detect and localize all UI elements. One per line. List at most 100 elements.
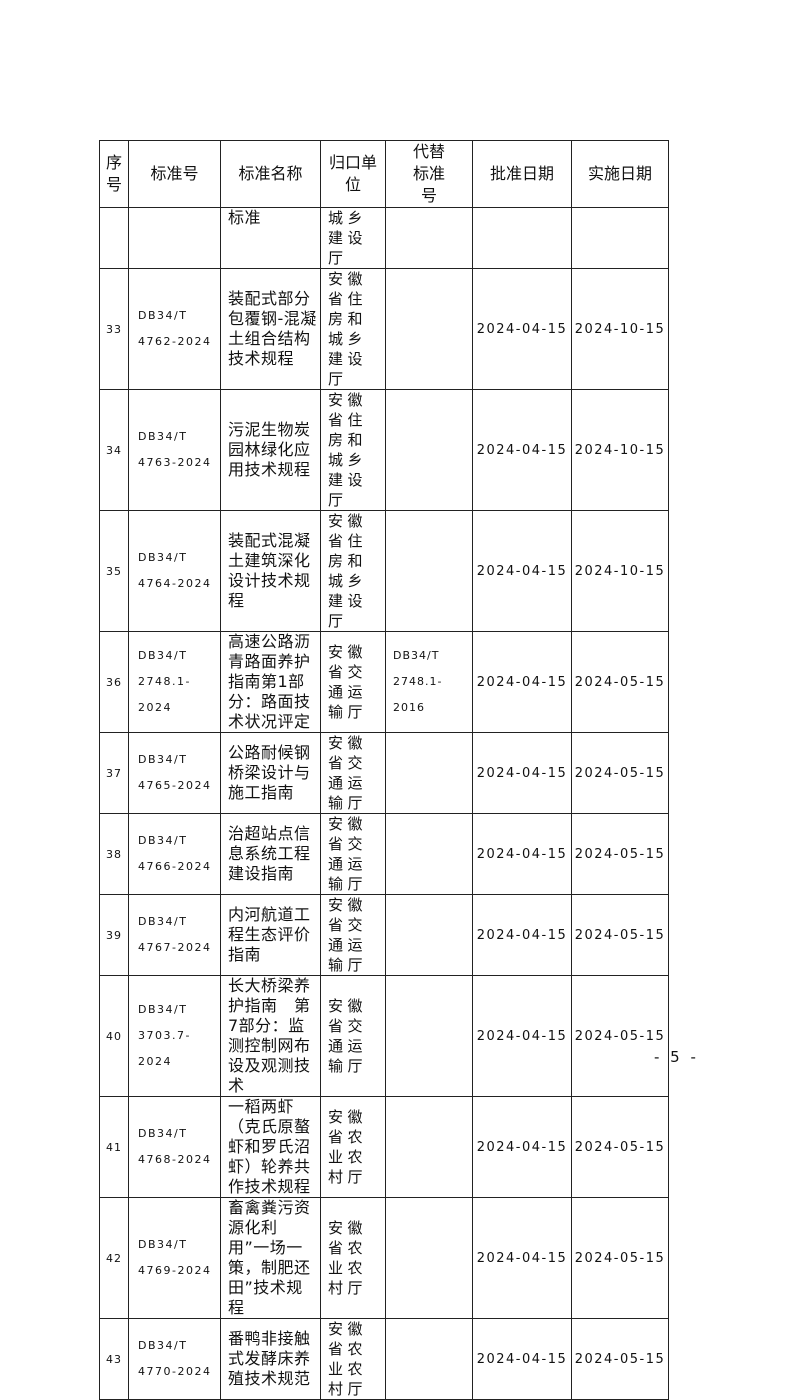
row-code: DB34/T 4766-2024 xyxy=(128,813,221,895)
code-prefix: DB34/T xyxy=(138,649,188,662)
row-replace xyxy=(385,813,473,895)
row-name: 装配式部分包覆钢-混凝土组合结构技术规程 xyxy=(220,268,321,390)
table-row: 40 DB34/T 3703.7-2024 长大桥梁养护指南 第7部分：监测控制网布设… xyxy=(99,975,669,1097)
row-replace xyxy=(385,268,473,390)
table-row: 36 DB34/T 2748.1-2024 高速公路沥青路面养护指南第1部分：路面技术… xyxy=(99,631,669,733)
row-code: DB34/T 4763-2024 xyxy=(128,389,221,511)
header-org: 归口单位 xyxy=(320,140,386,208)
row-implement-date: 2024-05-15 xyxy=(571,813,669,895)
row-no: 42 xyxy=(99,1197,129,1319)
code-number: 2748.1-2024 xyxy=(138,675,191,714)
row-implement-date: 2024-05-15 xyxy=(571,1318,669,1400)
continuation-name: 标准 xyxy=(220,207,321,269)
row-approve-date: 2024-04-15 xyxy=(472,732,572,814)
code-number: 3703.7-2024 xyxy=(138,1029,191,1068)
row-implement-date: 2024-05-15 xyxy=(571,894,669,976)
row-replace xyxy=(385,975,473,1097)
row-org: 安徽省住房和城乡建设厅 xyxy=(320,510,386,632)
table-row: 39 DB34/T 4767-2024 内河航道工程生态评价指南 安徽省交通运输厅 202… xyxy=(99,894,669,976)
code-prefix: DB34/T xyxy=(138,915,188,928)
row-org: 安徽省交通运输厅 xyxy=(320,813,386,895)
row-org: 安徽省交通运输厅 xyxy=(320,975,386,1097)
row-name: 长大桥梁养护指南 第7部分：监测控制网布设及观测技术 xyxy=(220,975,321,1097)
row-implement-date: 2024-05-15 xyxy=(571,732,669,814)
row-approve-date: 2024-04-15 xyxy=(472,389,572,511)
row-name: 畜禽粪污资源化利用”一场一策，制肥还田”技术规程 xyxy=(220,1197,321,1319)
row-name: 治超站点信息系统工程建设指南 xyxy=(220,813,321,895)
row-implement-date: 2024-10-15 xyxy=(571,268,669,390)
table-row: 37 DB34/T 4765-2024 公路耐候钢桥梁设计与施工指南 安徽省交通运输厅 2… xyxy=(99,732,669,814)
row-no: 43 xyxy=(99,1318,129,1400)
row-implement-date: 2024-10-15 xyxy=(571,389,669,511)
row-no: 34 xyxy=(99,389,129,511)
table-row: 43 DB34/T 4770-2024 番鸭非接触式发酵床养殖技术规范 安徽省农业农村厅… xyxy=(99,1318,669,1400)
row-name: 内河航道工程生态评价指南 xyxy=(220,894,321,976)
row-code: DB34/T 2748.1-2024 xyxy=(128,631,221,733)
continuation-row: 标准 城乡建设厅 xyxy=(99,207,669,269)
header-code: 标准号 xyxy=(128,140,221,208)
row-name: 公路耐候钢桥梁设计与施工指南 xyxy=(220,732,321,814)
row-replace xyxy=(385,894,473,976)
row-no: 41 xyxy=(99,1096,129,1198)
replace-number: 2748.1-2016 xyxy=(393,675,443,714)
code-number: 4769-2024 xyxy=(138,1264,212,1277)
page-number: - 5 - xyxy=(654,1048,699,1066)
row-org: 安徽省交通运输厅 xyxy=(320,732,386,814)
continuation-org: 城乡建设厅 xyxy=(320,207,386,269)
row-name: 番鸭非接触式发酵床养殖技术规范 xyxy=(220,1318,321,1400)
code-prefix: DB34/T xyxy=(138,1003,188,1016)
header-approve: 批准日期 xyxy=(472,140,572,208)
row-code: DB34/T 4768-2024 xyxy=(128,1096,221,1198)
code-number: 4767-2024 xyxy=(138,941,212,954)
header-implement: 实施日期 xyxy=(571,140,669,208)
header-no: 序号 xyxy=(99,140,129,208)
code-number: 4764-2024 xyxy=(138,577,212,590)
row-no: 35 xyxy=(99,510,129,632)
row-code: DB34/T 3703.7-2024 xyxy=(128,975,221,1097)
standards-table: 序号 标准号 标准名称 归口单位 代替标准号 批准日期 实施日期 标准 城乡建设… xyxy=(99,140,669,1400)
row-approve-date: 2024-04-15 xyxy=(472,1318,572,1400)
code-prefix: DB34/T xyxy=(138,753,188,766)
table-row: 33 DB34/T 4762-2024 装配式部分包覆钢-混凝土组合结构技术规程 安徽省… xyxy=(99,268,669,390)
row-replace xyxy=(385,1197,473,1319)
row-org: 安徽省住房和城乡建设厅 xyxy=(320,389,386,511)
row-no: 40 xyxy=(99,975,129,1097)
code-prefix: DB34/T xyxy=(138,430,188,443)
table-row: 34 DB34/T 4763-2024 污泥生物炭园林绿化应用技术规程 安徽省住房和城乡… xyxy=(99,389,669,511)
code-number: 4762-2024 xyxy=(138,335,212,348)
table-row: 35 DB34/T 4764-2024 装配式混凝土建筑深化设计技术规程 安徽省住房和城… xyxy=(99,510,669,632)
row-name: 一稻两虾（克氏原螯虾和罗氏沼虾）轮养共作技术规程 xyxy=(220,1096,321,1198)
row-replace xyxy=(385,1096,473,1198)
row-code: DB34/T 4765-2024 xyxy=(128,732,221,814)
row-approve-date: 2024-04-15 xyxy=(472,813,572,895)
code-number: 4765-2024 xyxy=(138,779,212,792)
row-replace xyxy=(385,1318,473,1400)
row-name: 污泥生物炭园林绿化应用技术规程 xyxy=(220,389,321,511)
row-implement-date: 2024-10-15 xyxy=(571,510,669,632)
row-code: DB34/T 4764-2024 xyxy=(128,510,221,632)
row-implement-date: 2024-05-15 xyxy=(571,1197,669,1319)
row-implement-date: 2024-05-15 xyxy=(571,975,669,1097)
code-number: 4768-2024 xyxy=(138,1153,212,1166)
header-replace: 代替标准号 xyxy=(385,140,473,208)
row-org: 安徽省农业农村厅 xyxy=(320,1096,386,1198)
row-org: 安徽省交通运输厅 xyxy=(320,631,386,733)
row-no: 38 xyxy=(99,813,129,895)
row-approve-date: 2024-04-15 xyxy=(472,510,572,632)
row-approve-date: 2024-04-15 xyxy=(472,1096,572,1198)
table-row: 41 DB34/T 4768-2024 一稻两虾（克氏原螯虾和罗氏沼虾）轮养共作技术规… xyxy=(99,1096,669,1198)
row-approve-date: 2024-04-15 xyxy=(472,975,572,1097)
row-replace xyxy=(385,510,473,632)
row-name: 装配式混凝土建筑深化设计技术规程 xyxy=(220,510,321,632)
replace-prefix: DB34/T xyxy=(393,649,440,662)
row-replace: DB34/T 2748.1-2016 xyxy=(385,631,473,733)
row-org: 安徽省住房和城乡建设厅 xyxy=(320,268,386,390)
code-prefix: DB34/T xyxy=(138,1127,188,1140)
row-no: 37 xyxy=(99,732,129,814)
row-approve-date: 2024-04-15 xyxy=(472,1197,572,1319)
code-prefix: DB34/T xyxy=(138,834,188,847)
code-prefix: DB34/T xyxy=(138,309,188,322)
table-row: 42 DB34/T 4769-2024 畜禽粪污资源化利用”一场一策，制肥还田”技术规… xyxy=(99,1197,669,1319)
row-replace xyxy=(385,389,473,511)
code-prefix: DB34/T xyxy=(138,1339,188,1352)
